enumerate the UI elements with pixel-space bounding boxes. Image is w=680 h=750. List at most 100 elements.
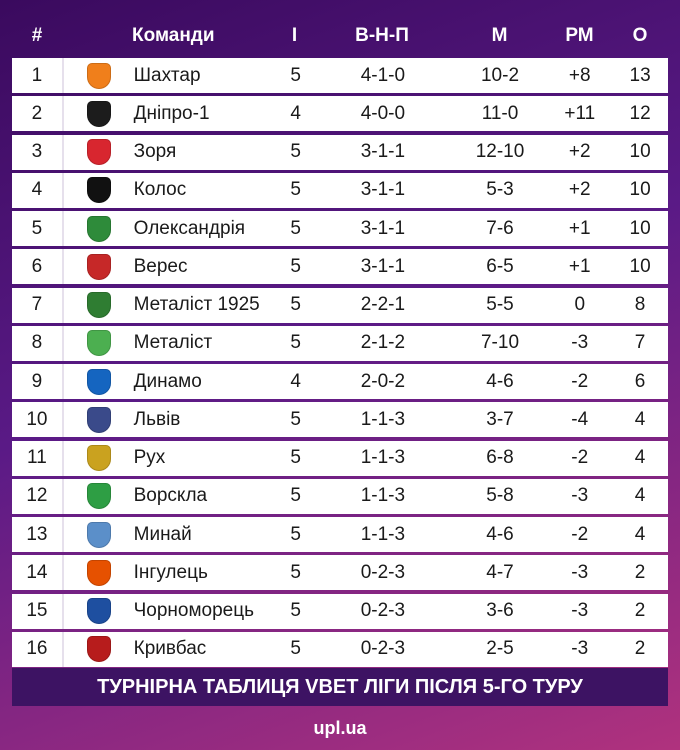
row-goal-difference: -3: [571, 485, 589, 507]
metalist-logo-icon: [86, 330, 111, 357]
row-team: Рух: [133, 447, 166, 468]
row-played: 5: [290, 64, 301, 86]
row-goal-difference: +2: [568, 179, 591, 201]
row-wdl: 2-2-1: [360, 294, 406, 315]
row-position: 3: [12, 134, 64, 170]
kryvbas-logo-icon: [86, 636, 111, 663]
row-wdl: 1-1-3: [360, 485, 406, 507]
row-logo-cell: [64, 594, 134, 629]
table-row: 1 Шахтар 5 4-1-0 10-2 +8 13: [12, 58, 668, 93]
row-position: 15: [12, 593, 64, 629]
row-position: 6: [12, 249, 64, 285]
row-played: 5: [290, 141, 301, 162]
inhulets-logo-icon: [86, 559, 111, 586]
shakhtar-logo-icon: [86, 62, 111, 89]
row-goal-difference: +2: [568, 141, 591, 162]
row-goal-difference: -3: [571, 561, 589, 583]
header-points: О: [632, 25, 648, 46]
row-logo-cell: [64, 517, 134, 552]
row-points: 7: [634, 332, 646, 354]
row-points: 2: [634, 638, 646, 660]
row-goals: 5-8: [486, 485, 514, 507]
row-goals: 5-5: [486, 294, 514, 315]
row-wdl: 0-2-3: [360, 638, 406, 660]
row-logo-cell: [64, 632, 134, 667]
row-played: 5: [290, 447, 301, 468]
row-played: 5: [290, 408, 301, 430]
row-team: Кривбас: [133, 638, 207, 660]
row-logo-cell: [64, 555, 134, 590]
row-goal-difference: -3: [571, 332, 589, 354]
row-goal-difference: -3: [571, 600, 589, 621]
row-points: 10: [629, 255, 651, 277]
row-wdl: 3-1-1: [360, 179, 406, 201]
row-position: 11: [12, 440, 64, 476]
row-team: Минай: [133, 523, 192, 545]
row-goals: 4-6: [486, 523, 514, 545]
row-team: Шахтар: [133, 64, 201, 86]
row-logo-cell: [64, 288, 134, 323]
row-team: Зоря: [133, 141, 177, 162]
row-wdl: 3-1-1: [360, 141, 406, 162]
table-row: 4 Колос 5 3-1-1 5-3 +2 10: [12, 172, 668, 208]
chornomorets-logo-icon: [86, 598, 111, 624]
row-team: Львів: [133, 408, 181, 430]
dynamo-logo-icon: [86, 368, 111, 395]
metalist-1925-logo-icon: [86, 292, 111, 318]
row-team: Металіст: [133, 332, 213, 354]
rukh-logo-icon: [86, 445, 111, 471]
table-row: 5 Олександрія 5 3-1-1 7-6 +1 10: [12, 211, 668, 246]
row-points: 13: [629, 64, 651, 86]
row-goals: 3-6: [486, 600, 514, 621]
header-wdl: В-Н-П: [355, 25, 409, 46]
lviv-logo-icon: [86, 406, 111, 433]
table-row: 11 Рух 5 1-1-3 6-8 -2 4: [12, 440, 668, 476]
table-row: 14 Інгулець 5 0-2-3 4-7 -3 2: [12, 555, 668, 591]
row-played: 5: [290, 561, 301, 583]
row-wdl: 1-1-3: [360, 523, 406, 545]
row-logo-cell: [64, 249, 134, 284]
row-goals: 3-7: [486, 408, 514, 430]
row-points: 6: [634, 370, 646, 392]
row-position: 1: [12, 58, 64, 93]
row-logo-cell: [64, 135, 134, 170]
row-logo-cell: [64, 173, 134, 208]
row-goal-difference: +8: [568, 64, 591, 86]
row-points: 2: [634, 561, 646, 583]
row-points: 4: [634, 408, 646, 430]
zorya-logo-icon: [86, 139, 111, 165]
row-goal-difference: -2: [571, 447, 589, 468]
row-goals: 2-5: [486, 638, 514, 660]
row-wdl: 2-0-2: [360, 370, 406, 392]
row-goals: 7-10: [480, 332, 520, 354]
row-wdl: 1-1-3: [360, 408, 406, 430]
row-points: 12: [629, 102, 651, 124]
row-team: Інгулець: [133, 561, 208, 583]
row-position: 8: [12, 325, 64, 361]
row-team: Чорноморець: [133, 600, 255, 621]
row-goal-difference: +1: [568, 217, 591, 239]
kolos-logo-icon: [86, 177, 111, 204]
row-points: 4: [634, 485, 646, 507]
row-goal-difference: +1: [568, 255, 591, 277]
header-logo-spacer: [62, 14, 132, 58]
row-played: 5: [290, 255, 301, 277]
row-goal-difference: -4: [571, 408, 589, 430]
row-points: 4: [634, 523, 646, 545]
row-wdl: 0-2-3: [360, 600, 406, 621]
dnipro-1-logo-icon: [86, 100, 111, 127]
row-logo-cell: [64, 326, 134, 361]
row-goal-difference: -2: [571, 523, 589, 545]
row-points: 10: [629, 141, 651, 162]
row-goal-difference: -3: [571, 638, 589, 660]
mynai-logo-icon: [86, 521, 111, 548]
row-team: Металіст 1925: [133, 294, 260, 315]
row-points: 10: [629, 179, 651, 201]
brand-logo: upl.ua: [313, 718, 367, 738]
standings-table: # Команди І В-Н-П М РМ О 1 Шахтар 5 4-1-0 10…: [12, 14, 668, 670]
row-team: Динамо: [133, 370, 202, 392]
row-played: 4: [290, 102, 301, 124]
row-points: 2: [634, 600, 646, 621]
row-position: 4: [12, 172, 64, 208]
table-row: 7 Металіст 1925 5 2-2-1 5-5 0 8: [12, 287, 668, 323]
